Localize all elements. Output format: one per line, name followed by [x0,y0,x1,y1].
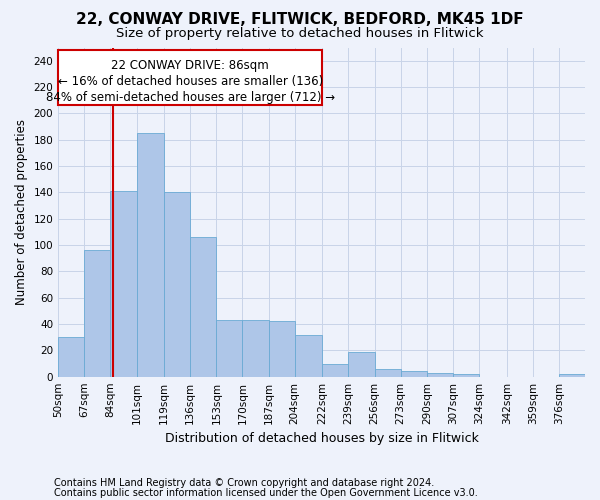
Bar [559,374,585,376]
Bar [190,237,217,376]
Text: Contains HM Land Registry data © Crown copyright and database right 2024.: Contains HM Land Registry data © Crown c… [54,478,434,488]
Bar [322,364,349,376]
Bar [453,374,479,376]
Text: 22, CONWAY DRIVE, FLITWICK, BEDFORD, MK45 1DF: 22, CONWAY DRIVE, FLITWICK, BEDFORD, MK4… [76,12,524,28]
Bar [295,334,322,376]
Bar [58,50,322,106]
Text: 84% of semi-detached houses are larger (712) →: 84% of semi-detached houses are larger (… [46,91,335,104]
Bar [427,372,453,376]
Bar [242,320,269,376]
Bar [84,250,110,376]
Bar [269,322,295,376]
Text: Size of property relative to detached houses in Flitwick: Size of property relative to detached ho… [116,28,484,40]
Bar [217,320,242,376]
Text: ← 16% of detached houses are smaller (136): ← 16% of detached houses are smaller (13… [58,75,323,88]
Bar [58,337,84,376]
Bar [164,192,190,376]
Bar [374,369,401,376]
Text: 22 CONWAY DRIVE: 86sqm: 22 CONWAY DRIVE: 86sqm [112,60,269,72]
Bar [110,191,137,376]
Y-axis label: Number of detached properties: Number of detached properties [15,119,28,305]
X-axis label: Distribution of detached houses by size in Flitwick: Distribution of detached houses by size … [164,432,479,445]
Bar [137,133,164,376]
Bar [401,372,427,376]
Text: Contains public sector information licensed under the Open Government Licence v3: Contains public sector information licen… [54,488,478,498]
Bar [349,352,374,376]
